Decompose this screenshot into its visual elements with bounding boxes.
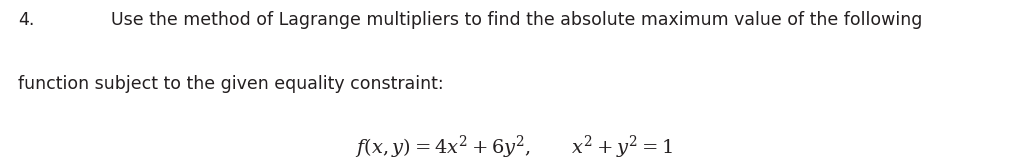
Text: $f(x,y) = 4x^2 + 6y^2, \qquad x^2 + y^2 = 1$: $f(x,y) = 4x^2 + 6y^2, \qquad x^2 + y^2 …: [354, 134, 673, 161]
Text: 4.: 4.: [18, 11, 35, 29]
Text: function subject to the given equality constraint:: function subject to the given equality c…: [18, 75, 444, 93]
Text: Use the method of Lagrange multipliers to find the absolute maximum value of the: Use the method of Lagrange multipliers t…: [111, 11, 922, 29]
